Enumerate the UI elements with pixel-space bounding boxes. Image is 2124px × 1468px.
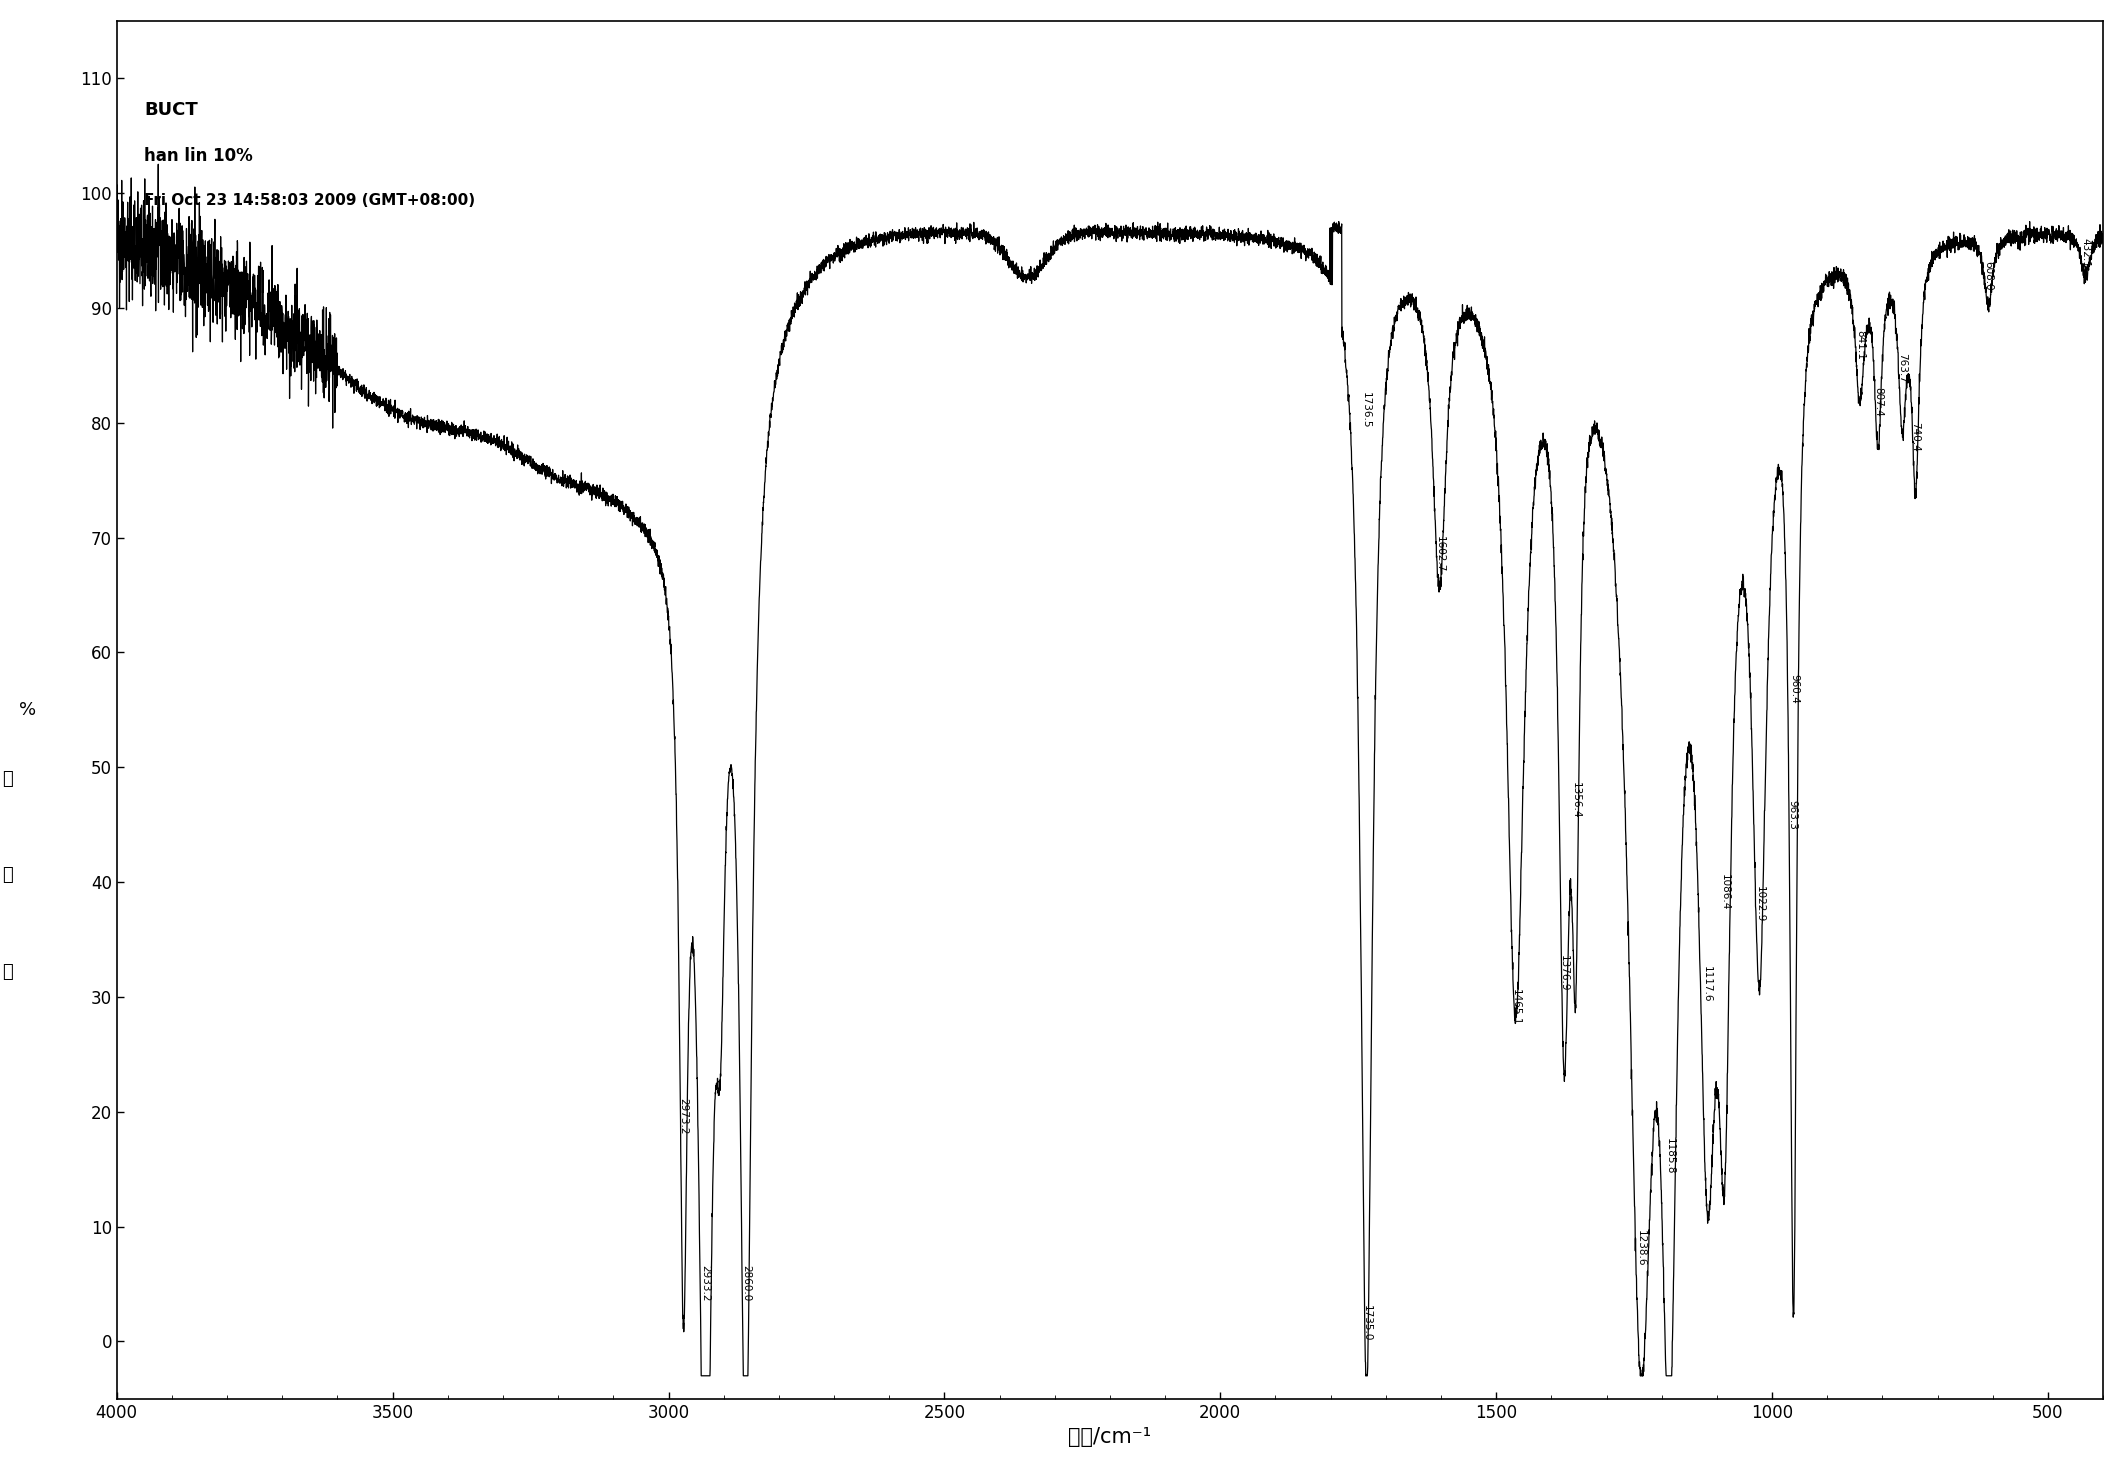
Text: 1086.4: 1086.4 [1720, 875, 1729, 910]
Text: %: % [19, 700, 36, 719]
Text: 2933.2: 2933.2 [701, 1264, 709, 1301]
Text: 960.4: 960.4 [1788, 674, 1799, 705]
Text: 透: 透 [2, 769, 13, 788]
Text: 1376.9: 1376.9 [1559, 954, 1570, 991]
Text: 807.4: 807.4 [1873, 388, 1884, 417]
Text: 841.1: 841.1 [1854, 330, 1865, 360]
Text: han lin 10%: han lin 10% [144, 147, 253, 164]
Text: 1356.4: 1356.4 [1570, 782, 1580, 819]
Text: 1238.6: 1238.6 [1635, 1230, 1646, 1267]
Text: 1185.8: 1185.8 [1665, 1138, 1674, 1174]
X-axis label: 波数/cm⁻¹: 波数/cm⁻¹ [1068, 1427, 1151, 1447]
Text: 2860.0: 2860.0 [741, 1265, 750, 1301]
Text: 1465.1: 1465.1 [1510, 989, 1521, 1026]
Text: 432.1: 432.1 [2079, 238, 2090, 267]
Text: BUCT: BUCT [144, 101, 198, 119]
Text: 763.7: 763.7 [1897, 352, 1907, 383]
Text: 1736.5: 1736.5 [1361, 392, 1370, 429]
Text: 2973.2: 2973.2 [678, 1098, 688, 1135]
Text: 1602.7: 1602.7 [1434, 536, 1444, 573]
Text: 608.0: 608.0 [1984, 261, 1994, 291]
Text: 1022.9: 1022.9 [1754, 885, 1765, 922]
Text: 1117.6: 1117.6 [1701, 966, 1712, 1003]
Text: 率: 率 [2, 963, 13, 981]
Text: 963.3: 963.3 [1788, 800, 1797, 831]
Text: Fri Oct 23 14:58:03 2009 (GMT+08:00): Fri Oct 23 14:58:03 2009 (GMT+08:00) [144, 194, 476, 208]
Text: 740.4: 740.4 [1909, 421, 1920, 452]
Text: 1735.0: 1735.0 [1361, 1305, 1372, 1342]
Text: 光: 光 [2, 866, 13, 884]
